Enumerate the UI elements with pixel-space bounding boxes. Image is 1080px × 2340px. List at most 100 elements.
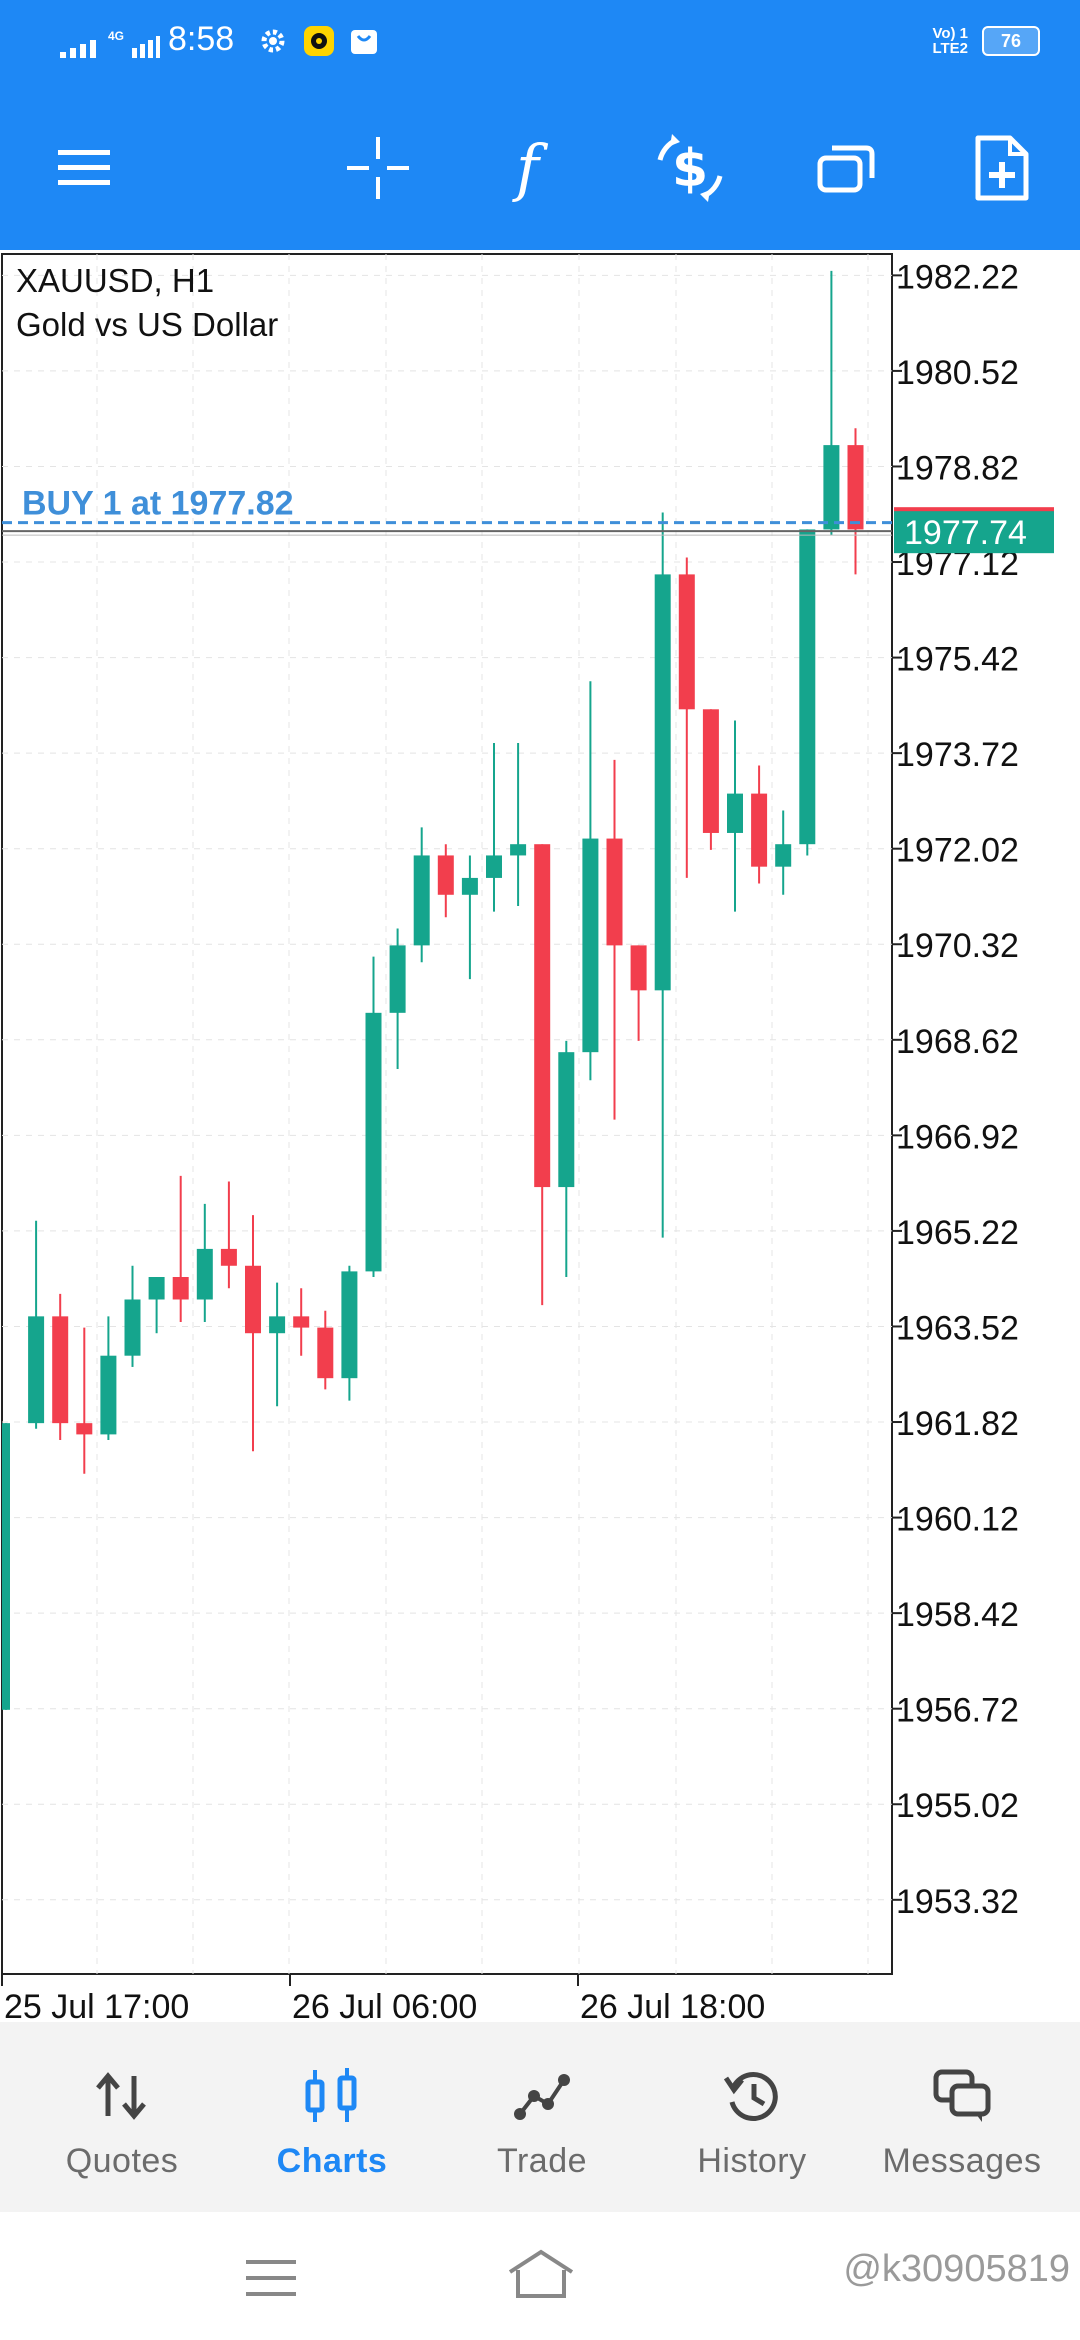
svg-text:$: $ (672, 139, 708, 199)
y-tick-label: 1972.02 (896, 832, 1019, 870)
y-tick-label: 1973.72 (896, 736, 1019, 774)
candle-body (437, 855, 454, 895)
candle (413, 827, 430, 963)
candle-body (510, 844, 527, 856)
candle (582, 681, 599, 1081)
price-tag-accent (894, 507, 1054, 512)
chart-grid (1, 253, 893, 1975)
candlestick-chart[interactable]: 1982.221980.521978.821977.121975.421973.… (0, 252, 1080, 2026)
volte-indicator: Vo) 1 LTE2 (932, 25, 968, 57)
candle-body (654, 574, 671, 991)
recent-apps-icon[interactable] (244, 2256, 298, 2300)
nav-history[interactable]: History (647, 2022, 857, 2212)
candle (28, 1220, 45, 1429)
candle (702, 709, 719, 850)
settings-icon (261, 29, 285, 53)
candle (751, 765, 768, 884)
candle (510, 743, 527, 907)
candle-body (52, 1316, 69, 1424)
x-tick-label: 26 Jul 18:00 (580, 1988, 765, 2022)
candle-body (727, 793, 743, 833)
history-icon (723, 2072, 778, 2121)
x-tick-label: 25 Jul 17:00 (4, 1988, 189, 2022)
candle-body (172, 1277, 189, 1300)
candle-body (293, 1316, 310, 1328)
candle (76, 1327, 93, 1474)
y-tick-label: 1956.72 (896, 1692, 1019, 1730)
trade-icon (514, 2074, 570, 2120)
status-bar: 4G 8:58 Vo) 1 LTE2 76 (0, 0, 1080, 88)
candle (124, 1265, 141, 1367)
candle-body (775, 844, 792, 867)
position-overlay: BUY 1 at 1977.82 1977.74 (2, 485, 1054, 554)
candle (245, 1215, 261, 1452)
windows-icon[interactable] (806, 128, 886, 208)
candle (2, 1423, 10, 1710)
time-axis: 25 Jul 17:00 26 Jul 06:00 26 Jul 18:00 (1, 1974, 765, 2026)
y-tick-label: 1963.52 (896, 1309, 1019, 1347)
current-price-label: 1977.74 (904, 514, 1027, 552)
menu-icon[interactable] (44, 128, 124, 208)
x-tick-label: 26 Jul 06:00 (292, 1988, 477, 2022)
trade-icon[interactable]: $ (650, 128, 730, 208)
candle-body (678, 574, 695, 710)
candle-body (100, 1355, 117, 1435)
crosshair-icon[interactable] (338, 128, 418, 208)
nav-messages[interactable]: Messages (857, 2022, 1067, 2212)
y-tick-label: 1958.42 (896, 1596, 1019, 1634)
candle (606, 759, 623, 1120)
app-notification-icon (304, 26, 334, 56)
candle (172, 1175, 189, 1322)
candle-body (245, 1265, 261, 1334)
candle-body (317, 1327, 334, 1379)
y-tick-label: 1975.42 (896, 641, 1019, 679)
candle (317, 1310, 334, 1390)
candle (678, 557, 695, 878)
candle-body (799, 529, 816, 845)
candle-body (534, 844, 551, 1188)
candle (630, 945, 647, 1041)
candle (293, 1288, 310, 1356)
chart-area[interactable]: 1982.22 1980.52 1978.82 1977.12 1975.42 1973.… (0, 252, 1080, 2026)
svg-text:f: f (512, 133, 549, 203)
candle-body (28, 1316, 45, 1424)
candle (486, 743, 502, 912)
nav-trade[interactable]: Trade (437, 2022, 647, 2212)
candle (799, 529, 816, 856)
candle-body (124, 1299, 141, 1356)
candle (365, 956, 382, 1278)
candle-body (196, 1248, 213, 1300)
candle-body (486, 855, 502, 878)
candle-body (389, 945, 406, 1013)
charts-icon (305, 2068, 357, 2122)
quotes-icon (96, 2072, 146, 2120)
y-tick-label: 1960.12 (896, 1501, 1019, 1539)
candle-body (269, 1316, 286, 1334)
candle-body (2, 1423, 10, 1710)
candle (196, 1203, 213, 1322)
home-icon[interactable] (506, 2248, 576, 2300)
price-axis: 1982.221980.521978.821977.121975.421973.… (892, 258, 1019, 1921)
indicators-icon[interactable]: f (494, 128, 574, 208)
y-tick-label: 1968.62 (896, 1023, 1019, 1061)
shopping-bag-icon (351, 30, 377, 54)
y-tick-label: 1970.32 (896, 927, 1019, 965)
y-tick-label: 1980.52 (896, 354, 1019, 392)
candle (437, 844, 454, 918)
nav-quotes[interactable]: Quotes (17, 2022, 227, 2212)
nav-history-label: History (697, 2142, 807, 2180)
watermark: @k30905819 (843, 2248, 1070, 2290)
candle-body (365, 1012, 382, 1272)
candle-body (148, 1277, 165, 1300)
candle (534, 844, 551, 1306)
candle (558, 1040, 575, 1278)
candle-body (847, 445, 864, 530)
candle (461, 855, 478, 980)
nav-charts[interactable]: Charts (227, 2022, 437, 2212)
candle-body (702, 709, 719, 833)
new-order-icon[interactable] (962, 128, 1042, 208)
messages-icon (933, 2069, 991, 2122)
y-tick-label: 1982.22 (896, 258, 1019, 296)
network-type: 4G (108, 30, 124, 43)
candle (847, 428, 864, 575)
